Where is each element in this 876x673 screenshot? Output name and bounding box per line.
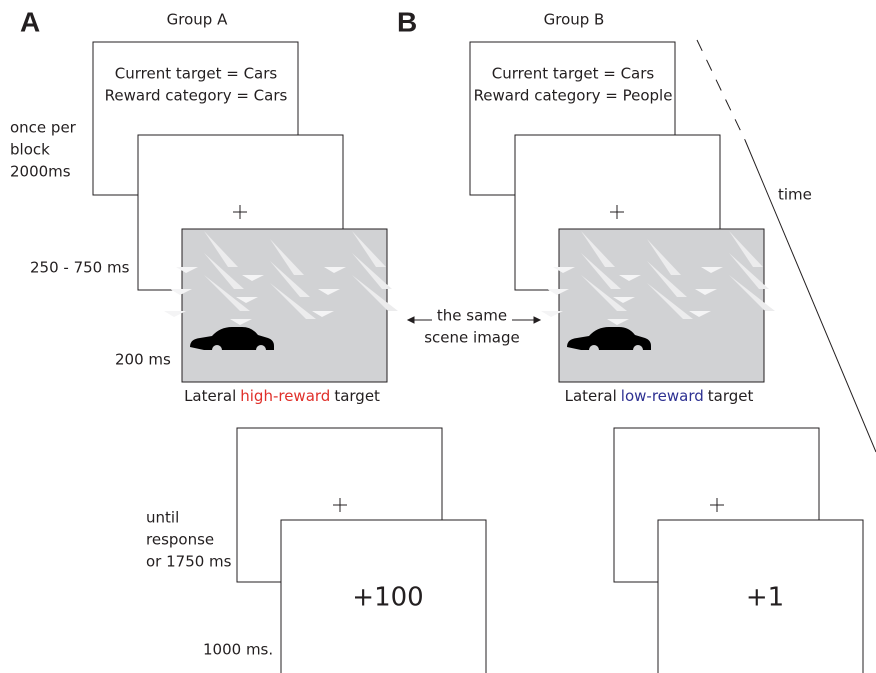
tree-highlight: [352, 253, 392, 289]
tree-highlight: [695, 289, 717, 295]
tree-highlight: [581, 275, 627, 311]
timing-cue: once per: [10, 119, 77, 137]
tree-highlight: [236, 297, 258, 303]
timing-feedback: 1000 ms.: [203, 641, 273, 659]
cue-text: Reward category = Cars: [105, 87, 288, 105]
tree-highlight: [729, 275, 775, 311]
scene-bg: [558, 228, 765, 383]
timing-response: or 1750 ms: [146, 553, 232, 571]
tree-highlight: [176, 267, 198, 273]
timing-response: response: [146, 531, 214, 549]
tree-highlight: [613, 297, 635, 303]
car: [567, 327, 651, 350]
time-arrow: [696, 39, 876, 453]
tree-highlight: [318, 289, 340, 295]
tree-highlight: [204, 231, 238, 267]
group-title: Group B: [544, 11, 605, 29]
caption-text: target: [334, 387, 380, 405]
cue-text: Current target = Cars: [115, 65, 278, 83]
tree-highlight: [619, 275, 641, 281]
panel-label: A: [20, 6, 40, 37]
tree-highlight: [647, 261, 687, 297]
tree-highlight: [352, 275, 398, 311]
tree-highlight: [204, 275, 250, 311]
tree-highlight: [701, 267, 723, 273]
timing-cue: 2000ms: [10, 163, 71, 181]
timing-cue: block: [10, 141, 50, 159]
tree-highlight: [230, 319, 252, 325]
tree-highlight: [647, 239, 681, 275]
tree-highlight: [352, 231, 386, 267]
tree-highlight: [242, 275, 264, 281]
timing-response: until: [146, 509, 179, 527]
scene-image: [164, 228, 398, 383]
tree-highlight: [270, 261, 310, 297]
tree-highlight: [541, 311, 563, 317]
tree-highlight: [547, 289, 569, 295]
group-title: Group A: [167, 11, 228, 29]
screen: [280, 519, 487, 673]
cue-text: Current target = Cars: [492, 65, 655, 83]
tree-highlight: [204, 253, 244, 289]
tree-highlight: [729, 231, 763, 267]
tree-highlight: [553, 267, 575, 273]
tree-highlight: [581, 253, 621, 289]
scene-caption: Lateral low-reward target: [565, 387, 754, 405]
middle-note: scene image: [424, 329, 520, 347]
feedback-text: +100: [352, 583, 423, 613]
tree-highlight: [581, 231, 615, 267]
caption-text: Lateral: [184, 387, 236, 405]
tree-highlight: [270, 239, 304, 275]
screen: [657, 519, 864, 673]
timing-scene: 200 ms: [115, 351, 171, 369]
caption-highlight: low-reward: [621, 387, 704, 405]
tree-highlight: [729, 253, 769, 289]
same-arrows: [406, 316, 542, 324]
scene-bg: [181, 228, 388, 383]
tree-highlight: [164, 311, 186, 317]
caption-highlight: high-reward: [240, 387, 330, 405]
timing-fixation: 250 - 750 ms: [30, 259, 130, 277]
scene-caption: Lateral high-reward target: [184, 387, 380, 405]
time-label: time: [778, 186, 812, 204]
feedback-text: +1: [746, 583, 784, 613]
caption-text: target: [708, 387, 754, 405]
car: [190, 327, 274, 350]
tree-highlight: [689, 311, 711, 317]
scene-image: [541, 228, 775, 383]
tree-highlight: [607, 319, 629, 325]
tree-highlight: [647, 283, 693, 319]
tree-highlight: [170, 289, 192, 295]
cue-text: Reward category = People: [474, 87, 673, 105]
caption-text: Lateral: [565, 387, 617, 405]
tree-highlight: [324, 267, 346, 273]
panel-label: B: [397, 6, 417, 37]
tree-highlight: [270, 283, 316, 319]
middle-note: the same: [437, 307, 507, 325]
tree-highlight: [312, 311, 334, 317]
